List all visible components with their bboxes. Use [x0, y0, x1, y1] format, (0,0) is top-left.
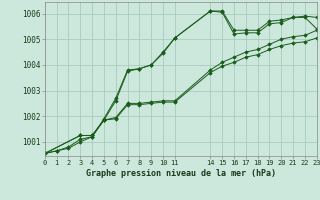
X-axis label: Graphe pression niveau de la mer (hPa): Graphe pression niveau de la mer (hPa): [86, 169, 276, 178]
